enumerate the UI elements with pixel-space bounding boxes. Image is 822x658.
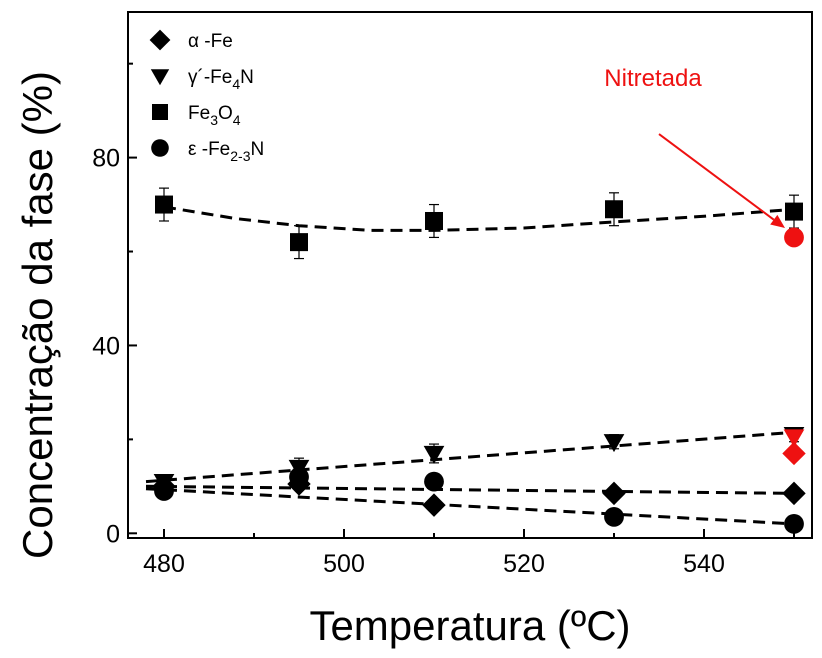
legend-marker: [149, 29, 171, 51]
y-tick-label: 80: [92, 145, 120, 173]
error-bars: [159, 187, 799, 490]
legend-label: α -Fe: [188, 31, 233, 52]
legend: α -Fe γ´-Fe4N Fe3O4 ε -Fe2-3N: [149, 29, 264, 164]
data-point: [155, 195, 173, 214]
data-point: [782, 481, 806, 506]
nitretada-arrow: [658, 133, 775, 221]
data-point: [425, 211, 443, 230]
data-point: [605, 200, 623, 219]
data-point: [289, 467, 309, 487]
data-point: [424, 471, 444, 492]
legend-marker: [151, 139, 169, 157]
y-axis-title: Concentração da fase (%): [14, 71, 61, 559]
x-axis-title: Temperatura (ºC): [309, 602, 630, 649]
nitretada-point: [782, 441, 806, 466]
data-point: [290, 233, 308, 252]
nitretada-points: [782, 227, 806, 466]
y-tick-label: 0: [106, 520, 120, 548]
data-points: [152, 195, 806, 534]
legend-label: Fe3O4: [188, 103, 241, 128]
data-point: [785, 202, 803, 221]
x-tick-label: 500: [323, 550, 365, 578]
axis-ticks: 480 500 520 540 0 40 80: [92, 62, 795, 578]
legend-label: γ´-Fe4N: [188, 67, 254, 92]
data-point: [423, 445, 445, 464]
fit-line: [145, 487, 795, 526]
nitretada-point: [784, 227, 804, 248]
fit-line: [145, 484, 795, 495]
fit-lines: [145, 205, 795, 526]
x-tick-label: 520: [503, 550, 545, 578]
data-point: [603, 434, 625, 453]
x-tick-label: 480: [143, 550, 185, 578]
plot-area-frame: [127, 11, 813, 539]
x-tick-label: 540: [683, 550, 725, 578]
legend-label: ε -Fe2-3N: [188, 139, 264, 164]
nitretada-point: [783, 429, 805, 448]
data-point: [602, 481, 626, 506]
data-point: [422, 493, 446, 517]
data-point: [604, 506, 624, 527]
nitretada-arrow-head: [770, 214, 785, 229]
y-tick-label: 40: [92, 332, 120, 360]
legend-marker: [152, 104, 168, 120]
nitretada-label: Nitretada: [604, 65, 702, 92]
data-point: [784, 514, 804, 534]
fit-line: [163, 205, 795, 232]
fit-line: [145, 430, 795, 484]
data-point: [154, 481, 174, 501]
legend-marker: [150, 69, 170, 86]
